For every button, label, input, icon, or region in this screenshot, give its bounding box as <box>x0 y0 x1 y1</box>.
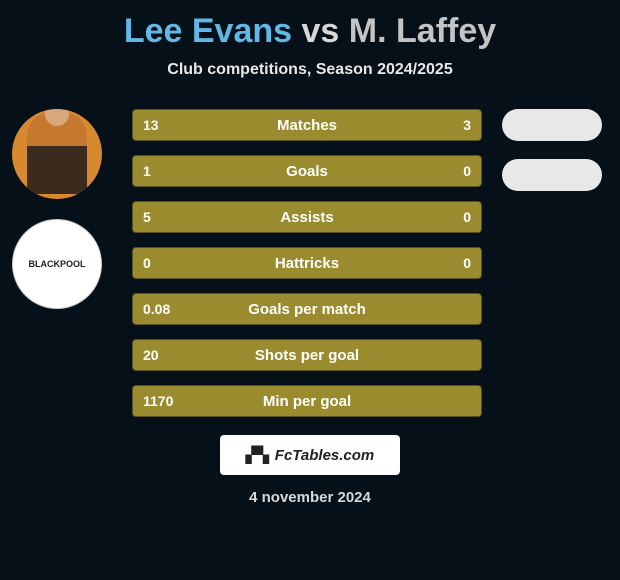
comparison-title: Lee Evans vs M. Laffey <box>0 0 620 51</box>
metric-label: Assists <box>133 209 481 226</box>
bar-inner: 0.08Goals per match <box>133 294 481 324</box>
bar-inner: 0Hattricks0 <box>133 248 481 278</box>
stat-row-assists: 5Assists0 <box>132 201 482 233</box>
crest-text: BLACKPOOL <box>29 259 86 269</box>
stat-row-goals-per-match: 0.08Goals per match <box>132 293 482 325</box>
subtitle: Club competitions, Season 2024/2025 <box>0 61 620 79</box>
bar-inner: 20Shots per goal <box>133 340 481 370</box>
footer-brand: ▞▚ FcTables.com <box>220 435 400 475</box>
metric-label: Hattricks <box>133 255 481 272</box>
metric-label: Min per goal <box>133 393 481 410</box>
stat-row-shots-per-goal: 20Shots per goal <box>132 339 482 371</box>
player1-avatar <box>12 109 102 199</box>
value-right: 0 <box>463 209 471 225</box>
bar-inner: 1Goals0 <box>133 156 481 186</box>
metric-label: Goals per match <box>133 301 481 318</box>
vs-text: vs <box>302 12 340 50</box>
blank-oval-1 <box>502 109 602 141</box>
stat-row-goals: 1Goals0 <box>132 155 482 187</box>
player2-name: M. Laffey <box>349 12 496 50</box>
stat-row-hattricks: 0Hattricks0 <box>132 247 482 279</box>
player1-silhouette <box>27 114 87 194</box>
chart-icon: ▞▚ <box>246 446 269 464</box>
brand-text: FcTables.com <box>275 447 374 464</box>
bar-inner: 5Assists0 <box>133 202 481 232</box>
stat-row-min-per-goal: 1170Min per goal <box>132 385 482 417</box>
metric-label: Goals <box>133 163 481 180</box>
metric-label: Matches <box>133 117 481 134</box>
value-right: 3 <box>463 117 471 133</box>
blank-oval-2 <box>502 159 602 191</box>
date-text: 4 november 2024 <box>0 489 620 506</box>
player1-name: Lee Evans <box>124 12 292 50</box>
bar-inner: 13Matches3 <box>133 110 481 140</box>
right-ovals <box>502 109 602 209</box>
value-right: 0 <box>463 163 471 179</box>
stat-bars: 13Matches31Goals05Assists00Hattricks00.0… <box>132 109 482 417</box>
value-right: 0 <box>463 255 471 271</box>
metric-label: Shots per goal <box>133 347 481 364</box>
avatar-column: BLACKPOOL <box>12 109 112 329</box>
player2-club-crest: BLACKPOOL <box>12 219 102 309</box>
stat-row-matches: 13Matches3 <box>132 109 482 141</box>
content-area: BLACKPOOL 13Matches31Goals05Assists00Hat… <box>0 109 620 417</box>
bar-inner: 1170Min per goal <box>133 386 481 416</box>
